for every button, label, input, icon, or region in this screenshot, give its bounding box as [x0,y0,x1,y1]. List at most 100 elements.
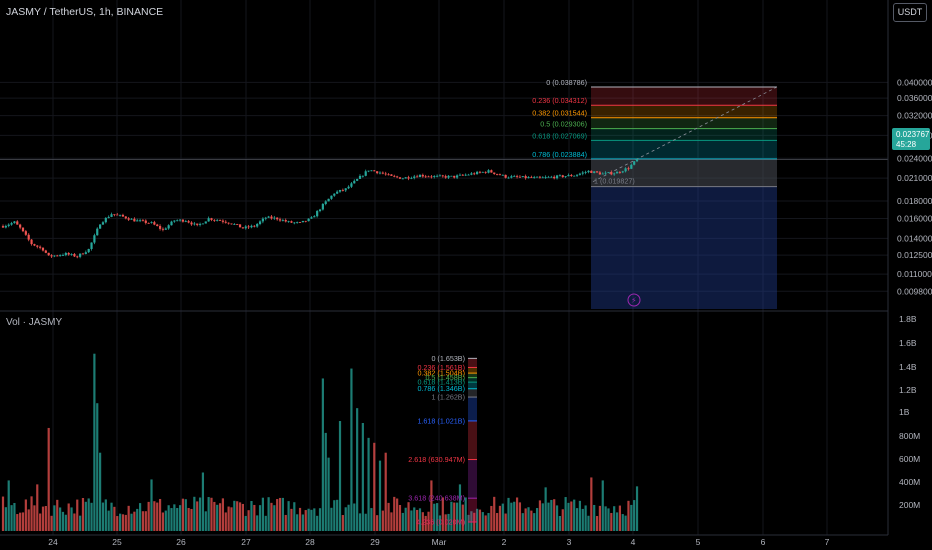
volume-bar [41,506,45,531]
candle [104,217,107,224]
candle [267,215,270,218]
candle [573,175,576,177]
volume-bar [4,507,7,531]
candle [578,172,582,176]
time-tick-label: 3 [567,537,572,547]
volume-bar [495,513,499,531]
candle [24,229,27,236]
candle [350,181,353,189]
volume-bar [181,498,185,531]
volume-bar [316,515,319,531]
volume-bar [118,513,122,531]
candle [604,171,607,175]
candle [330,195,333,200]
candle [247,224,250,229]
volume-bar [247,510,250,531]
volume-bar [558,515,562,531]
candle [333,193,336,197]
candle [230,223,233,225]
volume-bar [336,499,339,531]
price-tick-label: 0.021000 [897,173,932,183]
candle [278,217,282,222]
volume-bar [515,497,519,531]
candle [73,252,76,258]
volume-bar [484,515,487,531]
candle [593,171,596,174]
candle [296,221,299,224]
candle [47,252,50,256]
volume-bar [567,502,570,531]
volume-bar [453,502,456,531]
volume-bar [604,506,607,531]
candle [84,250,87,255]
volume-bar [39,513,42,531]
volume-bar [256,515,259,531]
volume-bar [561,509,564,531]
price-tick-label: 0.014000 [897,233,932,243]
volume-bar [518,502,522,531]
volume-bar [544,487,547,531]
volume-bar [478,509,482,531]
candle [1,224,5,228]
candle [138,218,142,223]
volume-bar [310,509,313,531]
volume-bar [590,477,593,531]
volume-bar [101,502,105,531]
volume-bar [573,499,576,531]
volume-bar [13,502,16,531]
volume-bar [424,515,427,531]
candle [361,175,364,178]
volume-bar [313,508,316,531]
volume-bar [367,437,370,531]
currency-button[interactable]: USDT [893,3,927,22]
candle [210,217,213,222]
volume-bar [595,516,599,531]
candle [264,216,267,221]
volume-tick-label: 1.6B [899,338,917,348]
candle [624,167,627,173]
volume-bar [327,457,330,531]
candle [427,175,430,178]
candle [464,173,467,177]
volume-bar [404,507,407,531]
volume-bar [127,505,130,531]
candle [116,213,119,216]
candle [396,175,399,179]
candle [367,170,370,173]
volume-bar [33,505,36,531]
price-tick-label: 0.032000 [897,111,932,121]
candle [327,198,330,202]
candle [90,242,93,251]
time-tick-label: 24 [48,537,58,547]
volume-bar [233,500,236,531]
volume-bar [213,501,216,531]
volume-bar [224,512,227,531]
candle [456,174,459,180]
time-tick-label: 5 [696,537,701,547]
volume-bar [521,513,524,531]
candle [201,223,205,225]
volume-bar [450,501,453,531]
candle [561,174,564,178]
volume-bar [487,513,490,531]
candle [213,219,216,222]
candle [130,217,133,220]
candle [595,170,599,173]
volume-bar [347,504,350,531]
candle [498,173,502,176]
volume-bar [273,505,276,531]
volume-bar [113,506,116,531]
volume-bar [524,508,527,531]
volume-bar [427,511,430,531]
volume-bar [441,497,444,531]
volume-bar [507,497,510,531]
candle [490,169,493,173]
volume-bar [27,509,30,531]
lightning-icon[interactable]: ⚡ [627,293,641,307]
fib-level-label: 0.5 (0.029306) [540,120,587,129]
volume-bar [61,511,65,531]
candle [79,253,82,259]
volume-bar [87,498,90,531]
time-tick-label: 27 [241,537,251,547]
